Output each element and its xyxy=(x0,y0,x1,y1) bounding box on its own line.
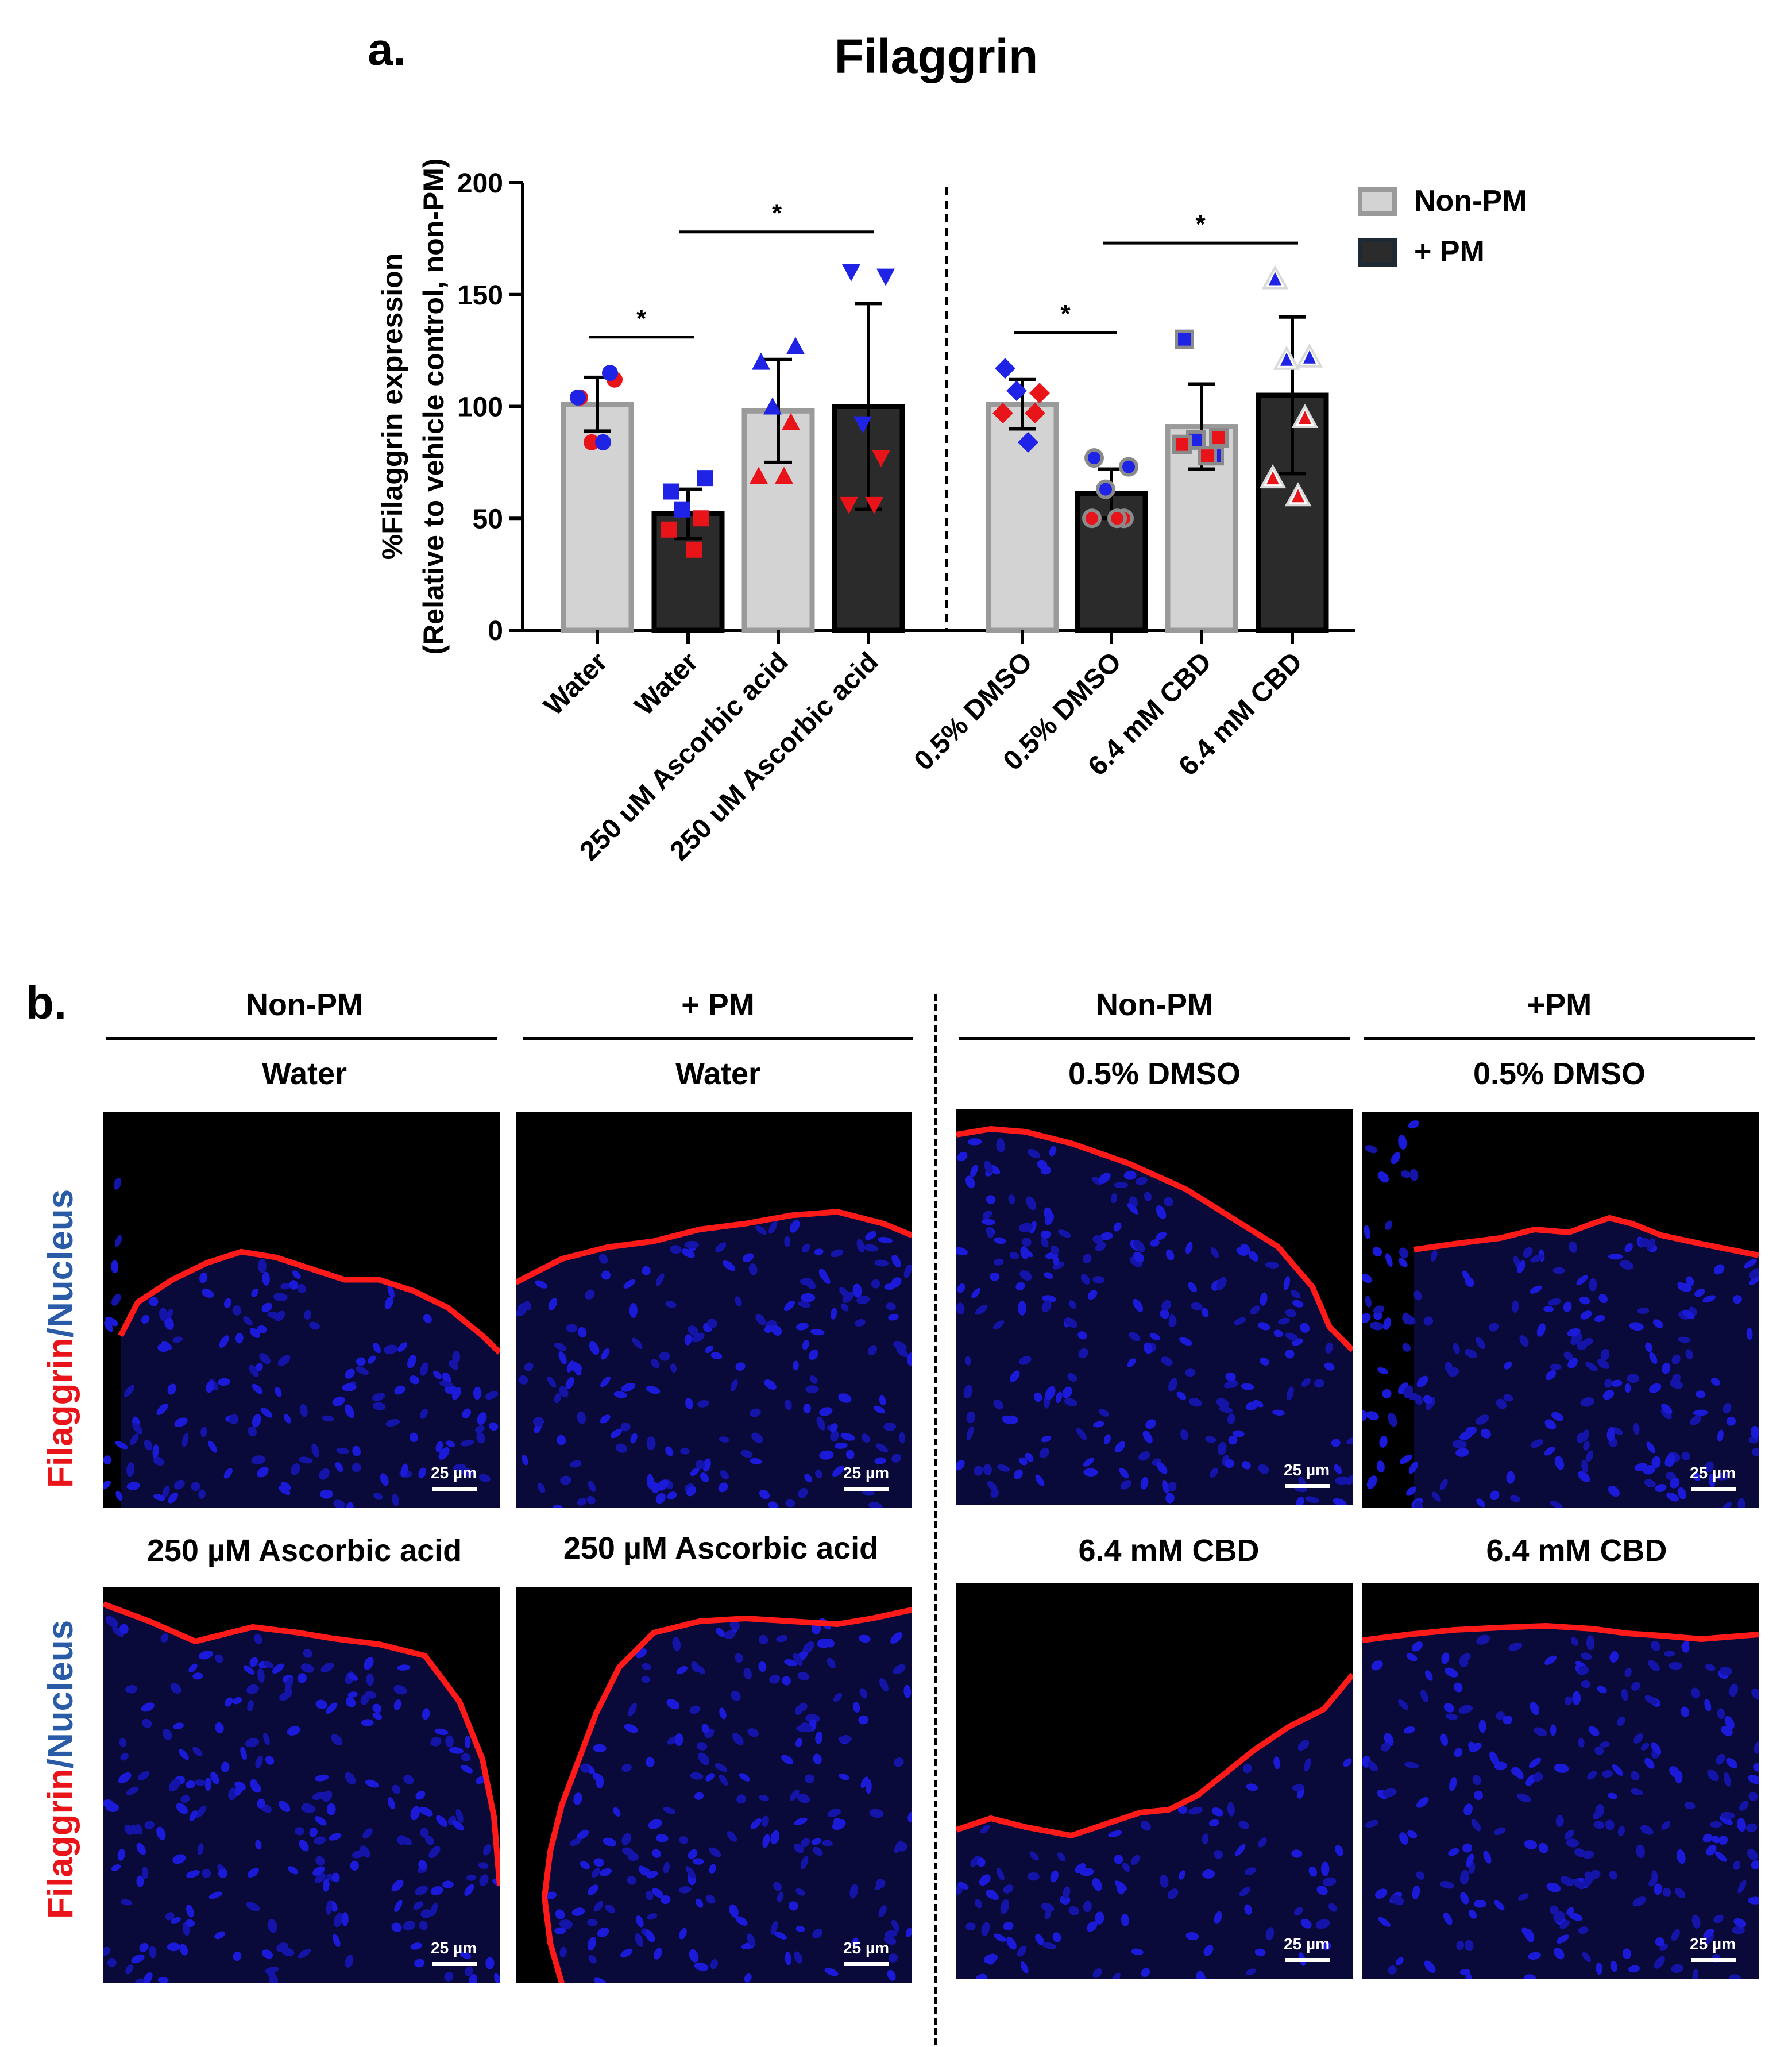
data-point-3-4 xyxy=(840,496,858,514)
data-point-3-3 xyxy=(872,450,890,468)
panel-a-letter: a. xyxy=(368,24,406,75)
data-point-0-2 xyxy=(584,434,600,450)
micrograph-water-nonpm: 25 µm xyxy=(103,1112,500,1508)
micrograph-image xyxy=(1362,1623,1759,1979)
significance-star-3: * xyxy=(1195,210,1206,238)
panel-b-divider xyxy=(934,994,937,2045)
chart-title: Filaggrin xyxy=(834,29,1038,83)
micrograph-image xyxy=(1362,1120,1759,1508)
data-point-5-2 xyxy=(1096,479,1115,499)
data-point-2-3 xyxy=(782,413,800,430)
panel-b-letter: b. xyxy=(26,977,67,1028)
data-point-3-0 xyxy=(842,264,860,282)
data-point-7-0 xyxy=(1269,272,1281,286)
data-point-5-1 xyxy=(1119,457,1138,477)
data-point-4-3 xyxy=(1025,403,1045,424)
y-tick-label: 150 xyxy=(457,280,503,311)
data-point-1-5 xyxy=(686,541,702,558)
data-point-7-1 xyxy=(1303,350,1316,364)
row2-col2-header: 250 µM Ascorbic acid xyxy=(563,1531,879,1566)
row2-col4-header: 6.4 mM CBD xyxy=(1486,1533,1667,1568)
micrograph-cbd-nonpm: 25 µm xyxy=(956,1583,1353,1979)
significance-star-0: * xyxy=(636,304,647,333)
micrograph-image xyxy=(516,1209,912,1508)
data-point-4-1 xyxy=(1029,383,1050,404)
data-point-2-0 xyxy=(752,352,770,370)
col1-group-rule xyxy=(106,1037,497,1040)
col1-group-header: Non-PM xyxy=(246,988,363,1022)
micrograph-dmso-nonpm: 25 µm xyxy=(956,1109,1353,1505)
micrograph-ascorbic-nonpm: 25 µm xyxy=(103,1587,500,1983)
data-point-3-1 xyxy=(876,268,895,286)
col2-treatment-header: Water xyxy=(675,1057,761,1091)
col4-treatment-header: 0.5% DMSO xyxy=(1473,1057,1646,1091)
col1-treatment-header: Water xyxy=(261,1057,347,1091)
col4-group-rule xyxy=(1364,1037,1755,1040)
data-point-2-4 xyxy=(750,467,768,484)
micrograph-image xyxy=(103,1177,500,1508)
data-point-1-4 xyxy=(661,521,677,538)
data-point-5-4 xyxy=(1082,508,1102,529)
data-point-4-2 xyxy=(1006,380,1027,402)
y-tick-label: 100 xyxy=(457,392,503,423)
data-point-7-3 xyxy=(1299,410,1311,424)
data-point-0-3 xyxy=(602,365,618,381)
data-point-5-0 xyxy=(1084,448,1104,468)
micrograph-image xyxy=(542,1607,912,1983)
col3-group-header: Non-PM xyxy=(1096,988,1213,1022)
data-point-7-5 xyxy=(1292,489,1304,503)
row2-col1-header: 250 µM Ascorbic acid xyxy=(146,1533,462,1568)
micrograph-image xyxy=(956,1672,1353,1979)
data-point-5-5 xyxy=(1107,508,1127,529)
legend-label-1: + PM xyxy=(1414,235,1485,268)
data-point-4-5 xyxy=(1018,431,1038,453)
x-tick-label-1: Water xyxy=(629,646,704,722)
legend-swatch-0 xyxy=(1358,187,1397,216)
y-tick-label: 200 xyxy=(457,168,503,199)
y-axis-label-line1: %Filaggrin expression xyxy=(376,253,408,560)
data-point-7-4 xyxy=(1266,471,1279,485)
row2-side-label: Filaggrin/Nucleus xyxy=(41,1620,80,1919)
col2-group-header: + PM xyxy=(681,988,755,1022)
x-tick-label-0: Water xyxy=(538,646,613,722)
col3-group-rule xyxy=(959,1037,1350,1040)
col4-group-header: +PM xyxy=(1527,988,1592,1022)
micrograph-image xyxy=(956,1126,1353,1505)
data-point-2-2 xyxy=(763,397,782,415)
data-point-3-2 xyxy=(853,416,872,434)
bar-chart: 0 50 100 150 200 %Filaggrin expression (Relati… xyxy=(376,159,1527,867)
significance-star-2: * xyxy=(1060,300,1071,328)
col3-treatment-header: 0.5% DMSO xyxy=(1068,1057,1241,1091)
row2-col3-header: 6.4 mM CBD xyxy=(1078,1533,1260,1568)
y-axis-label-line2: (Relative to vehicle control, non-PM) xyxy=(418,159,450,655)
micrograph-cbd-pm: 25 µm xyxy=(1362,1583,1759,1979)
data-point-2-1 xyxy=(786,337,805,354)
data-point-6-4 xyxy=(1172,434,1192,454)
data-point-2-5 xyxy=(775,467,793,484)
data-point-4-4 xyxy=(992,403,1013,424)
micrograph-ascorbic-pm: 25 µm xyxy=(516,1587,912,1983)
micrograph-image xyxy=(103,1601,500,1983)
data-point-7-2 xyxy=(1280,352,1293,366)
data-point-1-2 xyxy=(674,501,690,518)
data-point-6-0 xyxy=(1175,329,1194,349)
data-point-1-3 xyxy=(693,510,709,527)
data-point-0-5 xyxy=(595,434,611,450)
legend-swatch-1 xyxy=(1358,238,1397,267)
data-point-4-0 xyxy=(995,358,1015,379)
data-point-0-4 xyxy=(570,389,586,406)
y-tick-label: 50 xyxy=(473,504,503,534)
row1-side-label: Filaggrin/Nucleus xyxy=(41,1189,80,1488)
data-point-1-0 xyxy=(663,483,679,500)
significance-star-1: * xyxy=(772,199,782,228)
data-point-6-1 xyxy=(1209,428,1229,448)
data-point-3-5 xyxy=(865,496,883,514)
micrograph-dmso-pm: 25 µm xyxy=(1362,1112,1759,1508)
data-point-6-5 xyxy=(1198,446,1217,466)
col2-group-rule xyxy=(523,1037,913,1040)
micrograph-water-pm: 25 µm xyxy=(516,1112,912,1508)
y-tick-label: 0 xyxy=(488,616,503,646)
data-point-1-1 xyxy=(697,470,713,487)
legend-label-0: Non-PM xyxy=(1414,184,1527,218)
